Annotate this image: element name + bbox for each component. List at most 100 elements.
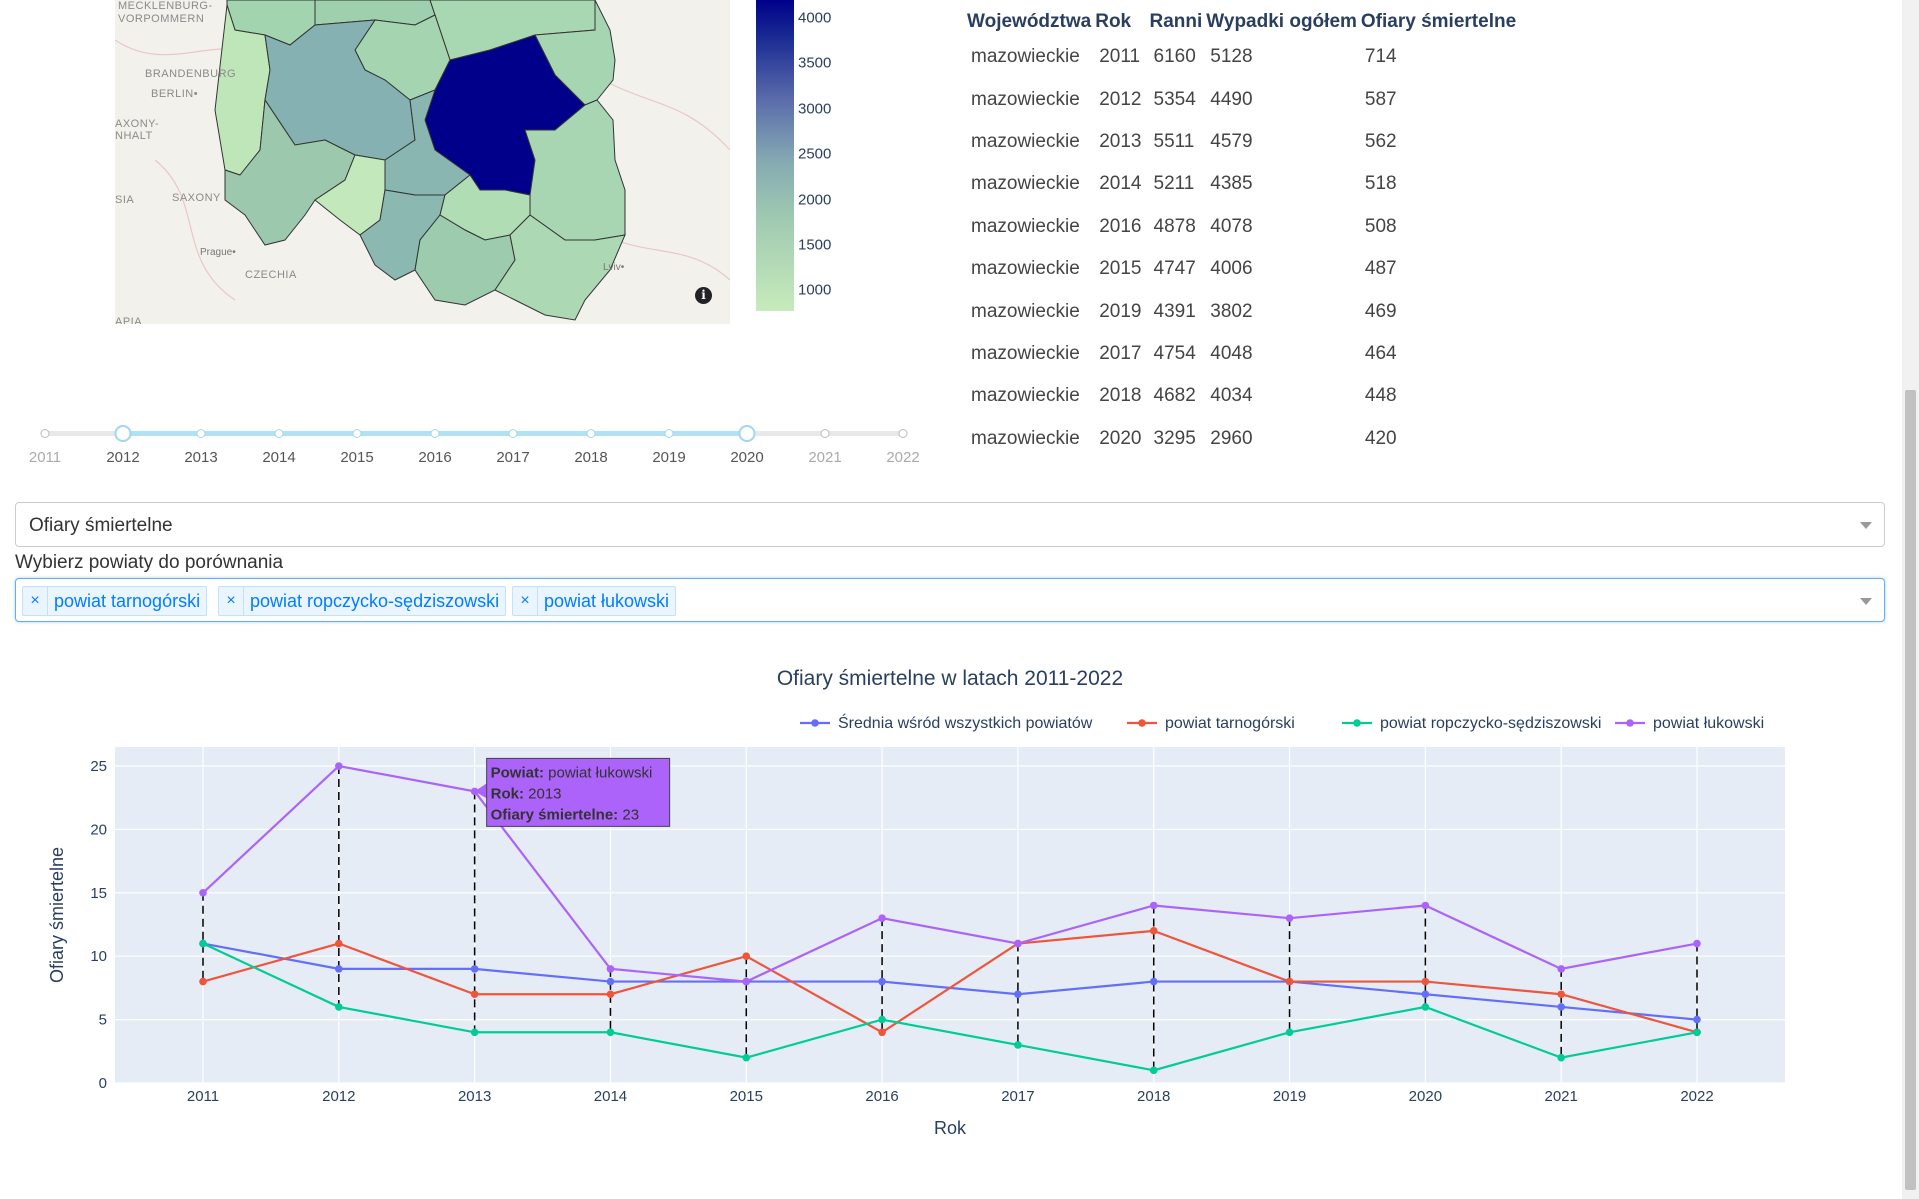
slider-year-label[interactable]: 2017 — [496, 449, 530, 466]
metric-dropdown[interactable]: Ofiary śmiertelne — [15, 502, 1885, 547]
data-point[interactable] — [335, 1003, 343, 1011]
data-point[interactable] — [199, 939, 207, 948]
data-point[interactable] — [335, 762, 343, 770]
year-range-slider[interactable]: 2011 2012 2013 2014 2015 2016 2017 2018 2019 2020… — [29, 420, 925, 480]
slider-year-label[interactable]: 2019 — [652, 449, 686, 466]
legend-marker[interactable] — [1626, 719, 1634, 727]
data-point[interactable] — [878, 1015, 886, 1024]
legend-marker[interactable] — [1353, 719, 1361, 727]
data-point[interactable] — [199, 889, 207, 897]
data-point[interactable] — [199, 977, 207, 986]
legend-marker[interactable] — [1138, 719, 1146, 727]
data-point[interactable] — [1149, 927, 1158, 935]
slider-year-label[interactable]: 2020 — [730, 449, 764, 466]
slider-mark[interactable] — [664, 429, 674, 438]
slider-year-label[interactable]: 2018 — [574, 449, 608, 466]
scrollbar-thumb[interactable] — [1905, 390, 1916, 1190]
series-line[interactable] — [202, 764, 1698, 983]
column-header[interactable]: Rok — [1095, 11, 1132, 32]
data-point[interactable] — [1149, 901, 1158, 910]
data-point[interactable] — [1014, 939, 1022, 948]
slider-handle-start[interactable] — [114, 425, 132, 442]
data-point[interactable] — [1693, 939, 1701, 948]
page-scrollbar[interactable] — [1902, 0, 1919, 1199]
column-header[interactable]: Województwa — [967, 11, 1092, 32]
slider-year-label[interactable]: 2016 — [418, 449, 452, 466]
data-point[interactable] — [1285, 977, 1294, 986]
data-point[interactable] — [742, 977, 751, 986]
slider-year-label[interactable]: 2013 — [184, 449, 218, 466]
data-point[interactable] — [1421, 990, 1430, 999]
slider-year-label[interactable]: 2012 — [106, 449, 140, 466]
county-multiselect[interactable]: × powiat tarnogórski × powiat ropczycko-… — [15, 578, 1885, 622]
region-podkarpackie[interactable] — [494, 214, 626, 321]
legend-item[interactable]: powiat łukowski — [1653, 715, 1764, 732]
map-regions[interactable] — [115, 0, 730, 324]
data-point[interactable] — [878, 914, 886, 922]
legend[interactable]: Średnia wśród wszystkich powiatów powiat … — [800, 713, 1764, 732]
slider-year-label[interactable]: 2015 — [340, 449, 374, 466]
choropleth-map[interactable]: MECKLENBURG- VORPOMMERN BRANDENBURG BERL… — [115, 0, 730, 324]
info-icon[interactable]: i — [695, 287, 712, 304]
data-point[interactable] — [742, 952, 751, 961]
data-point[interactable] — [335, 965, 343, 973]
data-point[interactable] — [1285, 914, 1294, 922]
slider-year-label[interactable]: 2014 — [262, 449, 296, 466]
data-point[interactable] — [1149, 1066, 1158, 1075]
slider-mark[interactable] — [40, 429, 50, 438]
slider-mark[interactable] — [274, 429, 284, 438]
data-point[interactable] — [1557, 1003, 1565, 1011]
data-point[interactable] — [470, 990, 479, 999]
legend-item[interactable]: Średnia wśród wszystkich powiatów — [838, 713, 1093, 732]
data-point[interactable] — [1014, 990, 1022, 999]
data-point[interactable] — [878, 1028, 886, 1037]
chevron-down-icon[interactable] — [1860, 598, 1872, 605]
slider-mark[interactable] — [196, 429, 206, 438]
data-point[interactable] — [1557, 1053, 1565, 1062]
data-point[interactable] — [470, 1028, 479, 1037]
data-point[interactable] — [606, 990, 615, 999]
data-point[interactable] — [470, 787, 479, 796]
data-point[interactable] — [1421, 1003, 1430, 1011]
column-header[interactable]: Ranni — [1149, 11, 1203, 32]
slider-mark[interactable] — [586, 429, 596, 438]
data-point[interactable] — [606, 965, 615, 973]
data-point[interactable] — [335, 939, 343, 948]
data-point[interactable] — [1557, 990, 1565, 999]
data-point[interactable] — [1149, 977, 1158, 986]
data-point[interactable] — [1014, 1041, 1022, 1049]
slider-mark[interactable] — [820, 429, 830, 438]
data-point[interactable] — [470, 965, 479, 973]
remove-chip-icon[interactable]: × — [219, 587, 244, 615]
data-point[interactable] — [878, 977, 886, 986]
slider-year-label[interactable]: 2011 — [28, 449, 62, 466]
data-point[interactable] — [1557, 965, 1565, 973]
legend-item[interactable]: powiat ropczycko-sędziszowski — [1380, 715, 1601, 732]
slider-mark[interactable] — [430, 429, 440, 438]
data-point[interactable] — [1421, 977, 1430, 986]
series-line[interactable] — [202, 929, 1698, 1034]
chevron-down-icon[interactable] — [1860, 522, 1872, 529]
data-point[interactable] — [1693, 1028, 1701, 1037]
data-point[interactable] — [606, 977, 615, 986]
column-header[interactable]: Wypadki ogółem — [1206, 11, 1357, 32]
remove-chip-icon[interactable]: × — [23, 587, 48, 615]
legend-item[interactable]: powiat tarnogórski — [1165, 715, 1295, 732]
slider-handle-end[interactable] — [738, 425, 756, 442]
data-point[interactable] — [1693, 1015, 1701, 1024]
column-header[interactable]: Ofiary śmiertelne — [1360, 11, 1517, 32]
series-line[interactable] — [202, 942, 1698, 1072]
legend-marker[interactable] — [811, 719, 819, 727]
data-point[interactable] — [1285, 1028, 1294, 1037]
remove-chip-icon[interactable]: × — [513, 587, 538, 615]
data-point[interactable] — [1421, 901, 1430, 910]
table-cell: 2016 — [1099, 215, 1142, 237]
data-point[interactable] — [606, 1028, 615, 1037]
plot-area[interactable] — [115, 747, 1785, 1083]
slider-mark[interactable] — [352, 429, 362, 438]
slider-year-label[interactable]: 2021 — [808, 449, 842, 466]
slider-mark[interactable] — [898, 429, 908, 438]
slider-mark[interactable] — [508, 429, 518, 438]
data-point[interactable] — [742, 1053, 751, 1062]
slider-year-label[interactable]: 2022 — [886, 449, 920, 466]
